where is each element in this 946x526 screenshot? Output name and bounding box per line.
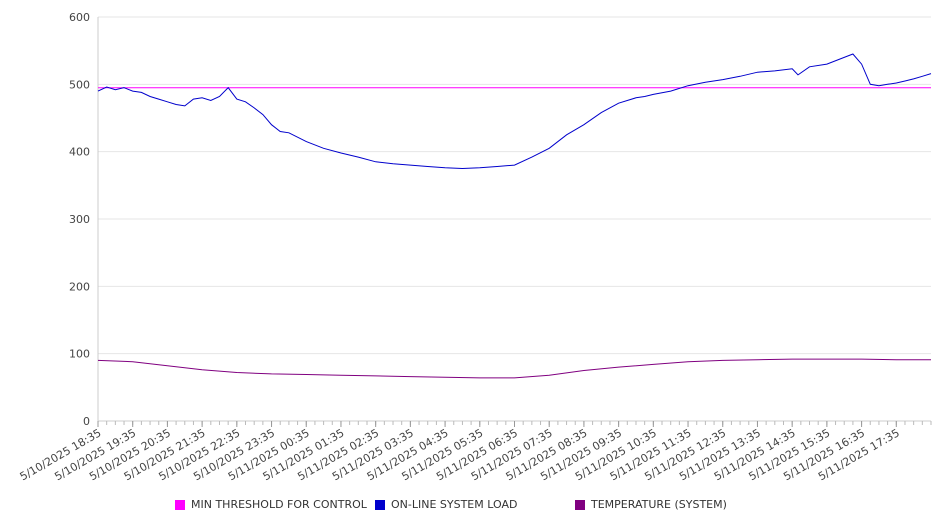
legend: MIN THRESHOLD FOR CONTROL ON-LINE SYSTEM… <box>0 498 946 514</box>
x-axis: 5/10/2025 18:355/10/2025 19:355/10/2025 … <box>18 420 932 483</box>
legend-item-system-load[interactable]: ON-LINE SYSTEM LOAD <box>375 498 517 511</box>
series-group <box>97 53 932 379</box>
legend-label: TEMPERATURE (SYSTEM) <box>591 498 727 511</box>
series-system-load <box>97 53 932 170</box>
legend-label: MIN THRESHOLD FOR CONTROL <box>191 498 367 511</box>
y-tick-label: 100 <box>69 348 90 361</box>
legend-swatch <box>175 499 185 510</box>
legend-swatch <box>375 499 385 510</box>
grid-lines <box>98 16 931 422</box>
y-tick-label: 0 <box>83 415 90 428</box>
y-tick-label: 300 <box>69 213 90 226</box>
legend-label: ON-LINE SYSTEM LOAD <box>391 498 518 511</box>
legend-item-min-threshold[interactable]: MIN THRESHOLD FOR CONTROL <box>175 498 367 511</box>
y-tick-label: 600 <box>69 11 90 24</box>
legend-item-temperature[interactable]: TEMPERATURE (SYSTEM) <box>575 498 727 511</box>
y-tick-label: 200 <box>69 280 90 293</box>
y-axis: 0 100 200 300 400 500 600 <box>69 11 99 428</box>
legend-swatch <box>575 499 585 510</box>
y-tick-label: 500 <box>69 78 90 91</box>
series-temperature <box>97 358 931 379</box>
y-tick-label: 400 <box>69 146 90 159</box>
